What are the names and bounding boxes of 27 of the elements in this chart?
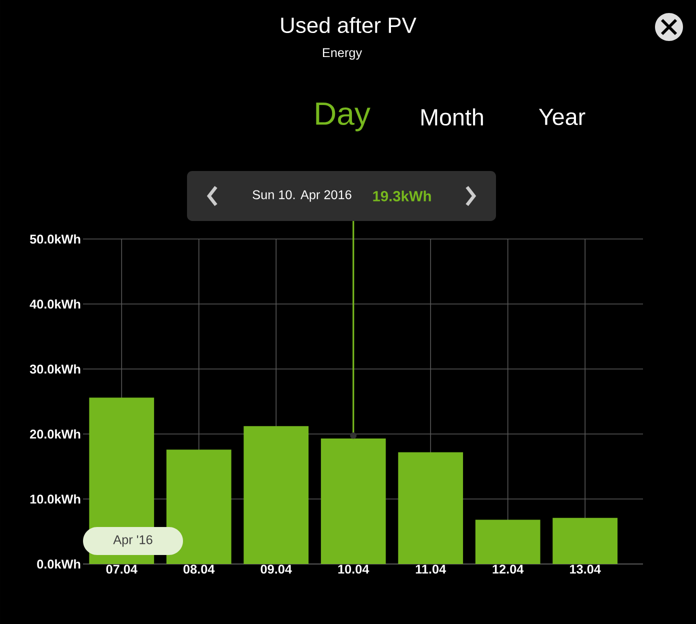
- y-tick-label: 0.0kWh: [37, 559, 80, 569]
- x-tick-label: 12.04: [492, 564, 524, 574]
- annotation: Apr '16: [113, 535, 152, 547]
- y-tick-label: 50.0kWh: [30, 234, 80, 244]
- x-tick-label: 08.04: [184, 564, 215, 574]
- x-tick-label: 07.04: [106, 564, 138, 574]
- chart-subtitle: Energy: [322, 48, 362, 60]
- chart-title: Used after PV: [281, 16, 416, 34]
- text: 19.3kWh: [373, 190, 431, 202]
- text: Year: [538, 108, 586, 126]
- x-tick-label: 11.04: [416, 564, 446, 574]
- bar: [320, 438, 386, 564]
- bar: [398, 452, 464, 564]
- y-tick-label: 40.0kWh: [30, 299, 80, 309]
- text: Day: [316, 102, 370, 132]
- x-tick-label: 09.04: [260, 564, 292, 574]
- y-tick-label: 20.0kWh: [30, 429, 80, 439]
- bar: [552, 518, 618, 564]
- text: Month: [422, 108, 483, 126]
- text: Sun 10. Apr 2016: [252, 190, 352, 202]
- bar: [166, 450, 232, 564]
- y-tick-label: 10.0kWh: [30, 494, 80, 504]
- x-tick-label: 13.04: [570, 564, 601, 574]
- x-tick-label: 10.04: [338, 564, 370, 574]
- y-tick-label: 30.0kWh: [30, 364, 80, 374]
- bar: [475, 520, 540, 564]
- bar: [244, 426, 309, 564]
